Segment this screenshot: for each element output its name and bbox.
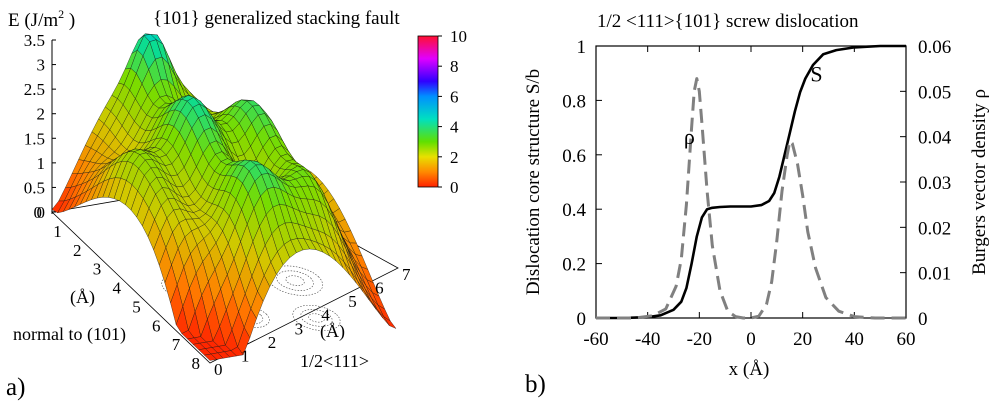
colorbar-tick-label: 0: [450, 178, 459, 197]
colorbar-tick-label: 8: [450, 57, 459, 76]
y-tick-label: 6: [152, 316, 161, 335]
surface-title: {101} generalized stacking fault: [153, 8, 400, 29]
colorbar-tick-label: 6: [450, 87, 459, 106]
x-tick-label: 0: [746, 329, 756, 350]
y-tick-label: 4: [113, 279, 122, 298]
colorbar: [417, 35, 439, 188]
y-right-tick-label: 0.03: [918, 173, 951, 194]
axis-ticks: -60 -40 -20 0 20 40 6000.20.40.60.8100.010.020…: [562, 37, 952, 350]
x-tick-label: 5: [348, 292, 357, 311]
z-axis-label: E (J/m2 ): [8, 7, 75, 31]
x-tick-label: 3: [295, 319, 304, 338]
z-tick-label: 2: [37, 105, 46, 124]
series-line-s: [596, 44, 906, 320]
y-left-tick-label: 1: [577, 37, 587, 58]
x-tick-label: 20: [793, 329, 812, 350]
colorbar-tick-label: 4: [450, 118, 459, 137]
panel-a-label: a): [6, 374, 25, 401]
z-axis-ticks: 0 0.5 1 1.5 2 2.5 3 3.5: [24, 31, 56, 222]
contour-line: [300, 309, 333, 327]
y-tick-label: 5: [132, 297, 141, 316]
x-tick-label: 7: [402, 265, 411, 284]
x-tick-label: -20: [687, 329, 712, 350]
colorbar-ticks: 0 2 4 6 8 10: [438, 27, 467, 197]
z-tick-label: 1.5: [24, 129, 45, 148]
z-tick-label: 0: [37, 203, 46, 222]
y-left-tick-label: 0.2: [562, 255, 586, 276]
z-tick-label: 3: [37, 56, 46, 75]
y-right-tick-label: 0: [918, 309, 928, 330]
y-tick-label: 0: [34, 203, 43, 222]
series-annotation: S: [810, 61, 822, 86]
series-annotation: ρ: [684, 124, 695, 149]
y-right-tick-label: 0.06: [918, 37, 951, 58]
y-axis-right-label: Burgers vector density ρ: [969, 89, 990, 275]
plot-frame: [595, 45, 907, 319]
x-axis-unit: (Å): [320, 321, 345, 342]
x-tick-label: 6: [375, 279, 384, 298]
y-axis-unit: (Å): [70, 287, 95, 308]
x-axis-label: 1/2<111>: [300, 351, 369, 371]
z-tick-label: 0.5: [24, 178, 45, 197]
contour-line: [285, 275, 305, 286]
z-tick-label: 3.5: [24, 31, 45, 50]
x-tick-label: -40: [635, 329, 660, 350]
x-tick-label: 40: [845, 329, 864, 350]
line-plot-panel: 1/2 <111>{101} screw dislocation -60 -40 -…: [523, 11, 990, 398]
contour-line: [292, 304, 341, 331]
y-axis-left-label: Dislocation core structure S/b: [523, 69, 544, 295]
y-right-tick-label: 0.02: [918, 218, 951, 239]
y-left-tick-label: 0: [577, 309, 587, 330]
x-tick-label: 2: [268, 333, 277, 352]
contour-line: [276, 270, 314, 291]
x-tick-label: 0: [214, 360, 223, 379]
y-tick-label: 3: [93, 260, 102, 279]
y-left-tick-label: 0.4: [562, 200, 586, 221]
surface-patch: [383, 316, 397, 329]
panel-b-label: b): [525, 371, 546, 398]
series-line-rho: [596, 77, 906, 320]
x-tick-label: -60: [583, 329, 608, 350]
series-lines: Sρ: [596, 44, 906, 320]
y-tick-label: 2: [73, 241, 82, 260]
contour-line: [308, 313, 325, 323]
x-tick-label: 60: [897, 329, 916, 350]
x-tick-label: 4: [321, 306, 330, 325]
x-tick-label: 1: [241, 346, 250, 365]
surface-patch: [203, 353, 218, 361]
colorbar-tick-label: 10: [450, 27, 467, 46]
x-axis-label: x (Å): [729, 359, 770, 380]
surface-plot-panel: E (J/m2 ) {101} generalized stacking fau…: [6, 7, 467, 401]
y-right-tick-label: 0.01: [918, 264, 951, 285]
y-tick-label: 7: [172, 335, 181, 354]
line-title: 1/2 <111>{101} screw dislocation: [597, 11, 859, 32]
y-tick-label: 1: [53, 222, 62, 241]
z-tick-label: 1: [37, 154, 46, 173]
z-tick-label: 2.5: [24, 80, 45, 99]
y-left-tick-label: 0.6: [562, 146, 586, 167]
y-tick-label: 8: [192, 354, 201, 373]
contour-line: [266, 265, 324, 296]
y-right-tick-label: 0.05: [918, 82, 951, 103]
y-axis-label: normal to (101): [13, 324, 126, 345]
y-right-tick-label: 0.04: [918, 128, 952, 149]
y-left-tick-label: 0.8: [562, 91, 586, 112]
colorbar-tick-label: 2: [450, 148, 459, 167]
energy-surface: [51, 33, 397, 361]
